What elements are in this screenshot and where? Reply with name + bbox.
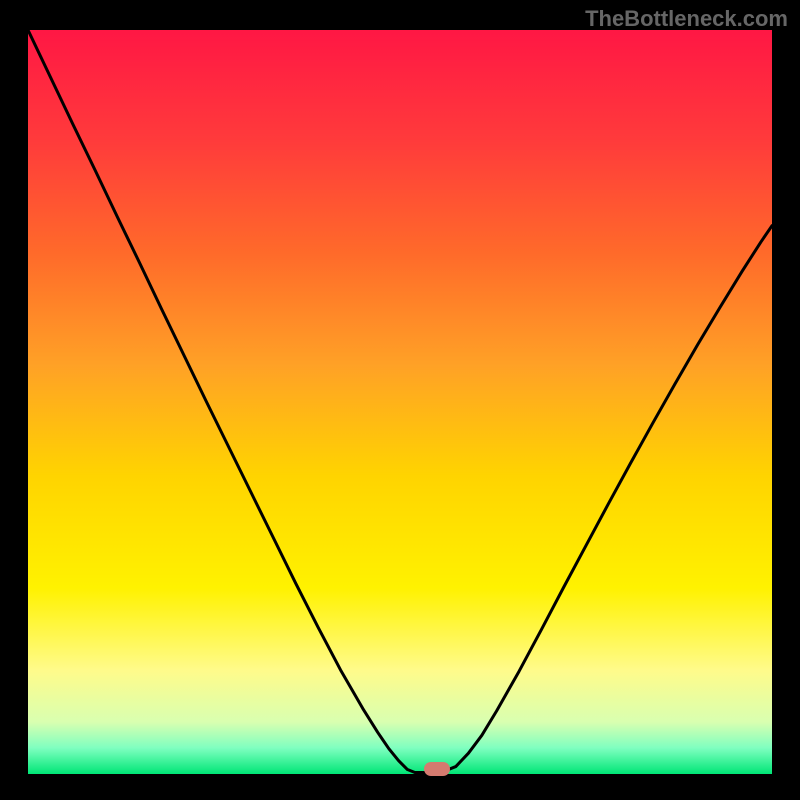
bottleneck-curve	[28, 30, 772, 773]
plot-area	[28, 30, 772, 774]
optimum-marker	[424, 762, 450, 776]
chart-container: TheBottleneck.com	[0, 0, 800, 800]
watermark-text: TheBottleneck.com	[585, 6, 788, 32]
curve-svg	[28, 30, 772, 774]
